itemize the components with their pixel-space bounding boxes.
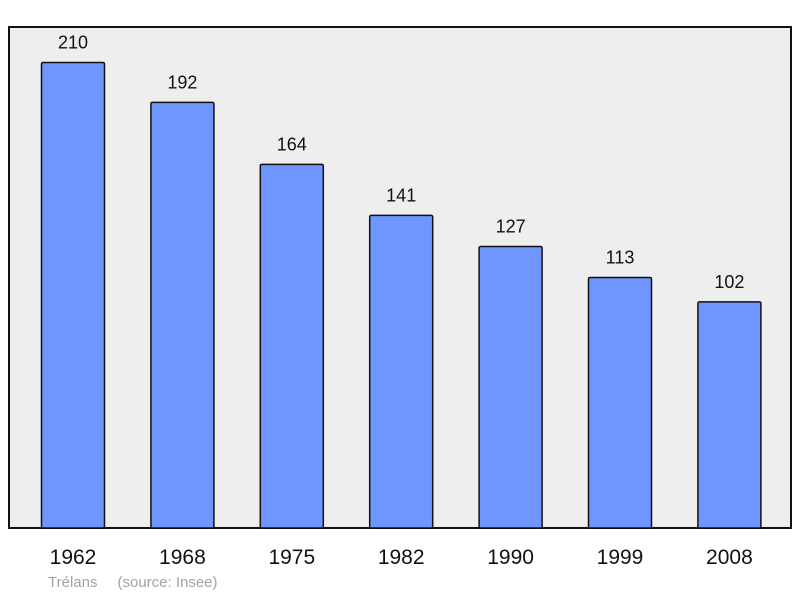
x-axis-ticks: 1962 1968 1975 1982 1990 1999 2008 <box>50 546 753 569</box>
x-tick-1982: 1982 <box>378 546 425 569</box>
bar-1999 <box>587 276 653 529</box>
data-labels-group: 210 192 164 141 127 113 102 <box>58 33 744 292</box>
bar-1975 <box>259 163 325 529</box>
x-tick-1990: 1990 <box>487 546 534 569</box>
bar-1968 <box>150 101 215 529</box>
x-tick-1962: 1962 <box>50 546 97 569</box>
x-tick-2008: 2008 <box>706 546 753 569</box>
chart-caption: Trélans (source: Insee) <box>48 574 218 591</box>
data-label-1968: 192 <box>167 72 197 92</box>
x-tick-1999: 1999 <box>597 546 644 569</box>
data-label-1999: 113 <box>606 248 635 268</box>
caption-source: (source: Insee) <box>117 574 218 591</box>
x-tick-1975: 1975 <box>268 546 315 569</box>
data-label-1975: 164 <box>277 134 307 154</box>
bars-group <box>40 61 762 529</box>
bar-1990 <box>478 245 543 529</box>
data-label-1962: 210 <box>58 33 88 53</box>
data-label-2008: 102 <box>714 272 744 292</box>
data-label-1982: 141 <box>386 185 416 205</box>
x-tick-1968: 1968 <box>159 546 206 569</box>
data-label-1990: 127 <box>496 217 526 237</box>
bar-2008 <box>697 301 762 529</box>
caption-place: Trélans <box>48 574 98 591</box>
bar-1962 <box>40 61 106 529</box>
bar-1982 <box>368 214 434 529</box>
